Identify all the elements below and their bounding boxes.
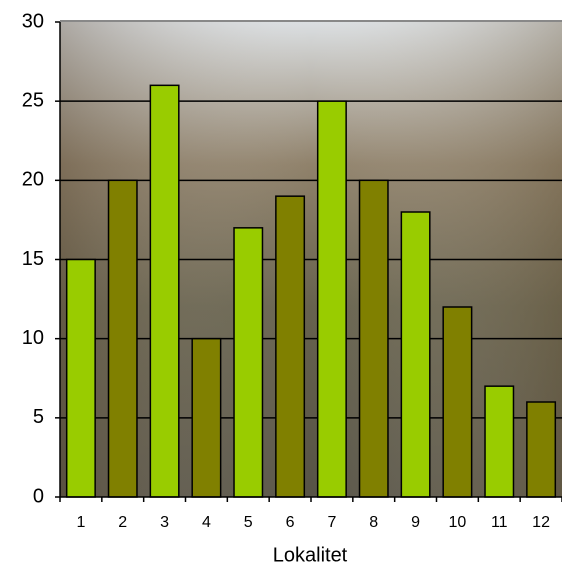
bar — [358, 179, 389, 498]
x-tick-label: 10 — [449, 514, 467, 531]
bar — [191, 337, 222, 498]
x-tick-label: 5 — [244, 514, 253, 531]
bar — [107, 179, 138, 498]
y-tick-label: 5 — [33, 406, 44, 428]
x-tick-label: 8 — [369, 514, 378, 531]
y-tick-label: 25 — [22, 89, 44, 111]
y-tick-label: 20 — [22, 169, 44, 191]
bar — [484, 385, 515, 498]
y-tick-label: 30 — [22, 10, 44, 32]
x-tick-label: 6 — [286, 514, 295, 531]
y-tick-label: 10 — [22, 327, 44, 349]
x-tick-label: 7 — [327, 514, 336, 531]
y-tick-label: 0 — [33, 485, 44, 507]
y-tick-label: 15 — [22, 248, 44, 270]
x-tick-label: 3 — [160, 514, 169, 531]
x-tick-label: 2 — [118, 514, 127, 531]
bar — [275, 195, 306, 498]
x-axis-title: Lokalitet — [273, 544, 348, 566]
bar — [442, 306, 473, 498]
x-tick-label: 12 — [532, 514, 550, 531]
x-tick-label: 9 — [411, 514, 420, 531]
x-tick-label: 4 — [202, 514, 211, 531]
bar — [400, 211, 431, 498]
x-tick-label: 1 — [76, 514, 85, 531]
bar — [526, 401, 557, 498]
x-tick-label: 11 — [491, 514, 508, 531]
bar — [316, 100, 347, 498]
bar — [65, 258, 96, 498]
bar — [233, 227, 264, 498]
bar — [149, 84, 180, 498]
